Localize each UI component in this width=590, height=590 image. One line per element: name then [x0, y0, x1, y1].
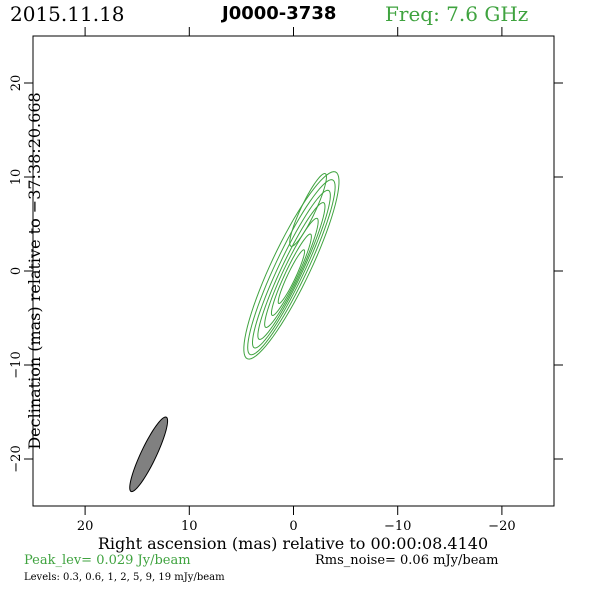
- y-axis-label: Declination (mas) relative to −37:38:20.…: [25, 92, 44, 449]
- contour-2: [251, 189, 331, 349]
- y-tick-label: −10: [9, 351, 24, 378]
- x-tick-label: −10: [384, 519, 411, 534]
- contour-6: [277, 249, 306, 304]
- contour-3: [257, 202, 326, 340]
- source-name: J0000-3738: [222, 3, 337, 24]
- y-tick-label: 20: [9, 75, 24, 92]
- y-tick-label: 0: [9, 267, 24, 275]
- axis-ticks: [24, 27, 563, 515]
- contour-4: [264, 217, 319, 328]
- x-tick-label: 0: [289, 519, 297, 534]
- rms-noise: Rms_noise= 0.06 mJy/beam: [315, 553, 499, 568]
- contour-levels: Levels: 0.3, 0.6, 1, 2, 5, 9, 19 mJy/bea…: [24, 572, 225, 583]
- contour-7: [289, 172, 327, 247]
- beam-layer: [129, 416, 169, 493]
- contour-0: [243, 171, 340, 360]
- frequency-label: Freq: 7.6 GHz: [385, 2, 529, 26]
- tick-labels: 20 10 0 −10 −20 20 10 0 −10 −20: [9, 75, 516, 534]
- contour-5: [270, 233, 312, 316]
- x-axis-label: Right ascension (mas) relative to 00:00:…: [98, 534, 488, 553]
- y-tick-label: −20: [9, 445, 24, 472]
- contour-layer: [243, 171, 340, 360]
- beam-ellipse: [129, 416, 169, 493]
- peak-level: Peak_lev= 0.029 Jy/beam: [24, 553, 191, 568]
- x-tick-label: −20: [488, 519, 515, 534]
- observation-date: 2015.11.18: [10, 2, 125, 26]
- contour-1: [247, 179, 336, 356]
- x-tick-label: 20: [77, 519, 94, 534]
- plot-frame: [32, 35, 555, 507]
- y-tick-label: 10: [9, 169, 24, 186]
- x-tick-label: 10: [181, 519, 198, 534]
